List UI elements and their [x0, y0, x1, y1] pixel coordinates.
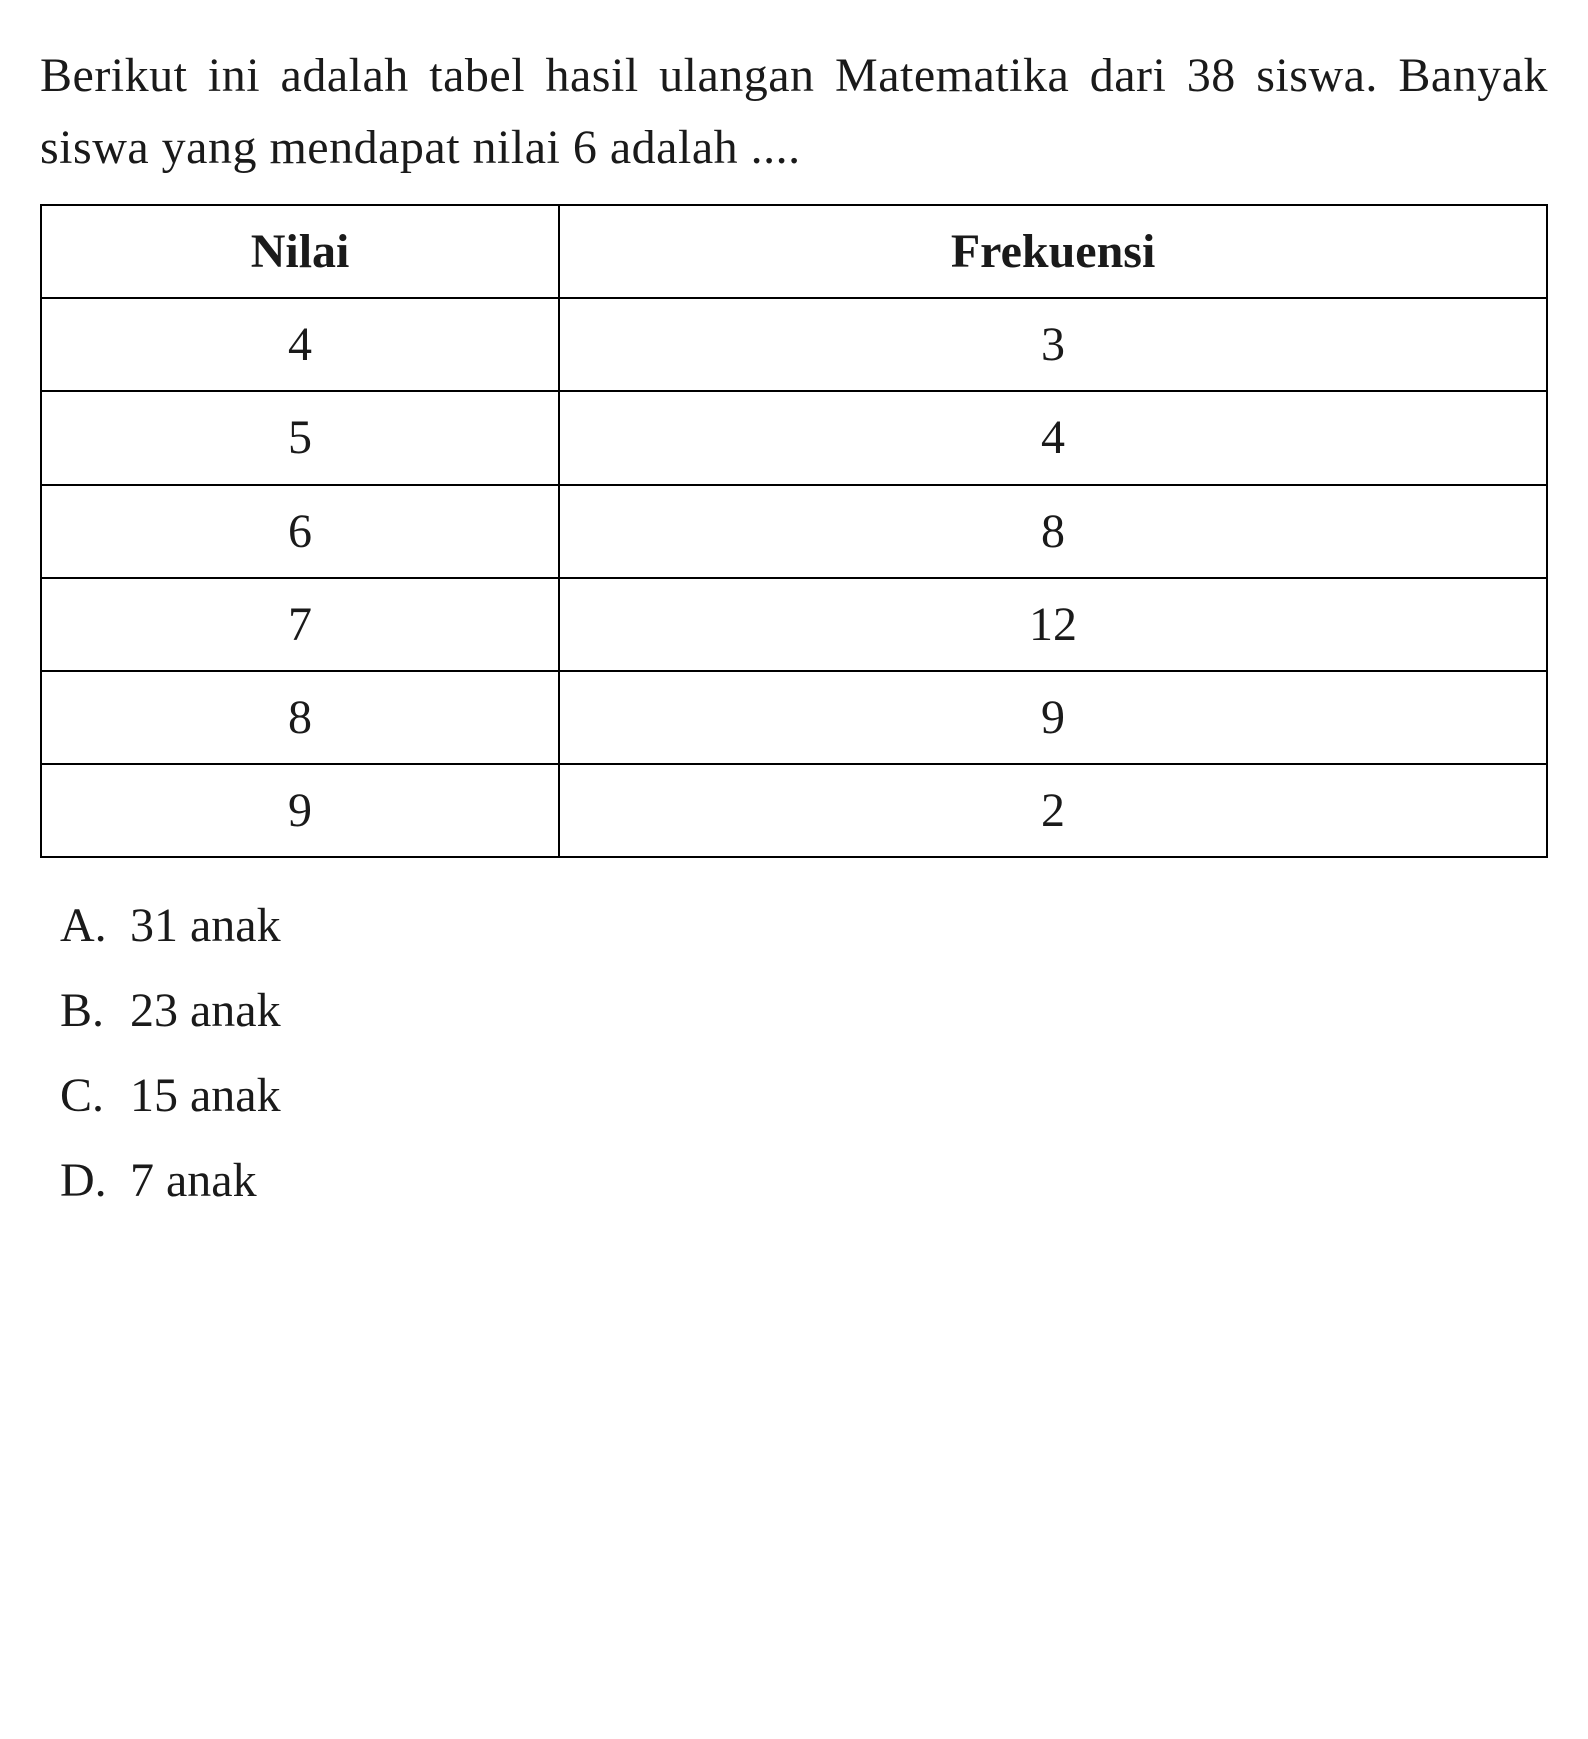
option-text: 7 anak	[130, 1143, 257, 1220]
option-text: 23 anak	[130, 973, 281, 1050]
cell-nilai: 4	[41, 298, 559, 391]
option-text: 15 anak	[130, 1058, 281, 1135]
option-letter: A.	[60, 888, 130, 965]
column-header-frekuensi: Frekuensi	[559, 205, 1547, 298]
cell-frekuensi: 9	[559, 671, 1547, 764]
table-row: 4 3	[41, 298, 1547, 391]
cell-nilai: 7	[41, 578, 559, 671]
option-letter: C.	[60, 1058, 130, 1135]
cell-frekuensi: 3	[559, 298, 1547, 391]
cell-frekuensi: 8	[559, 485, 1547, 578]
score-frequency-table: Nilai Frekuensi 4 3 5 4 6 8 7 12 8 9 9 2	[40, 204, 1548, 858]
option-letter: D.	[60, 1143, 130, 1220]
table-row: 9 2	[41, 764, 1547, 857]
option-c: C. 15 anak	[60, 1058, 1548, 1135]
cell-nilai: 6	[41, 485, 559, 578]
cell-nilai: 8	[41, 671, 559, 764]
table-row: 5 4	[41, 391, 1547, 484]
cell-nilai: 5	[41, 391, 559, 484]
option-text: 31 anak	[130, 888, 281, 965]
answer-options: A. 31 anak B. 23 anak C. 15 anak D. 7 an…	[40, 888, 1548, 1219]
table-row: 6 8	[41, 485, 1547, 578]
option-a: A. 31 anak	[60, 888, 1548, 965]
question-text: Berikut ini adalah tabel hasil ulangan M…	[40, 40, 1548, 184]
table-header-row: Nilai Frekuensi	[41, 205, 1547, 298]
cell-nilai: 9	[41, 764, 559, 857]
cell-frekuensi: 4	[559, 391, 1547, 484]
column-header-nilai: Nilai	[41, 205, 559, 298]
cell-frekuensi: 2	[559, 764, 1547, 857]
option-letter: B.	[60, 973, 130, 1050]
cell-frekuensi: 12	[559, 578, 1547, 671]
option-b: B. 23 anak	[60, 973, 1548, 1050]
table-row: 7 12	[41, 578, 1547, 671]
option-d: D. 7 anak	[60, 1143, 1548, 1220]
table-row: 8 9	[41, 671, 1547, 764]
